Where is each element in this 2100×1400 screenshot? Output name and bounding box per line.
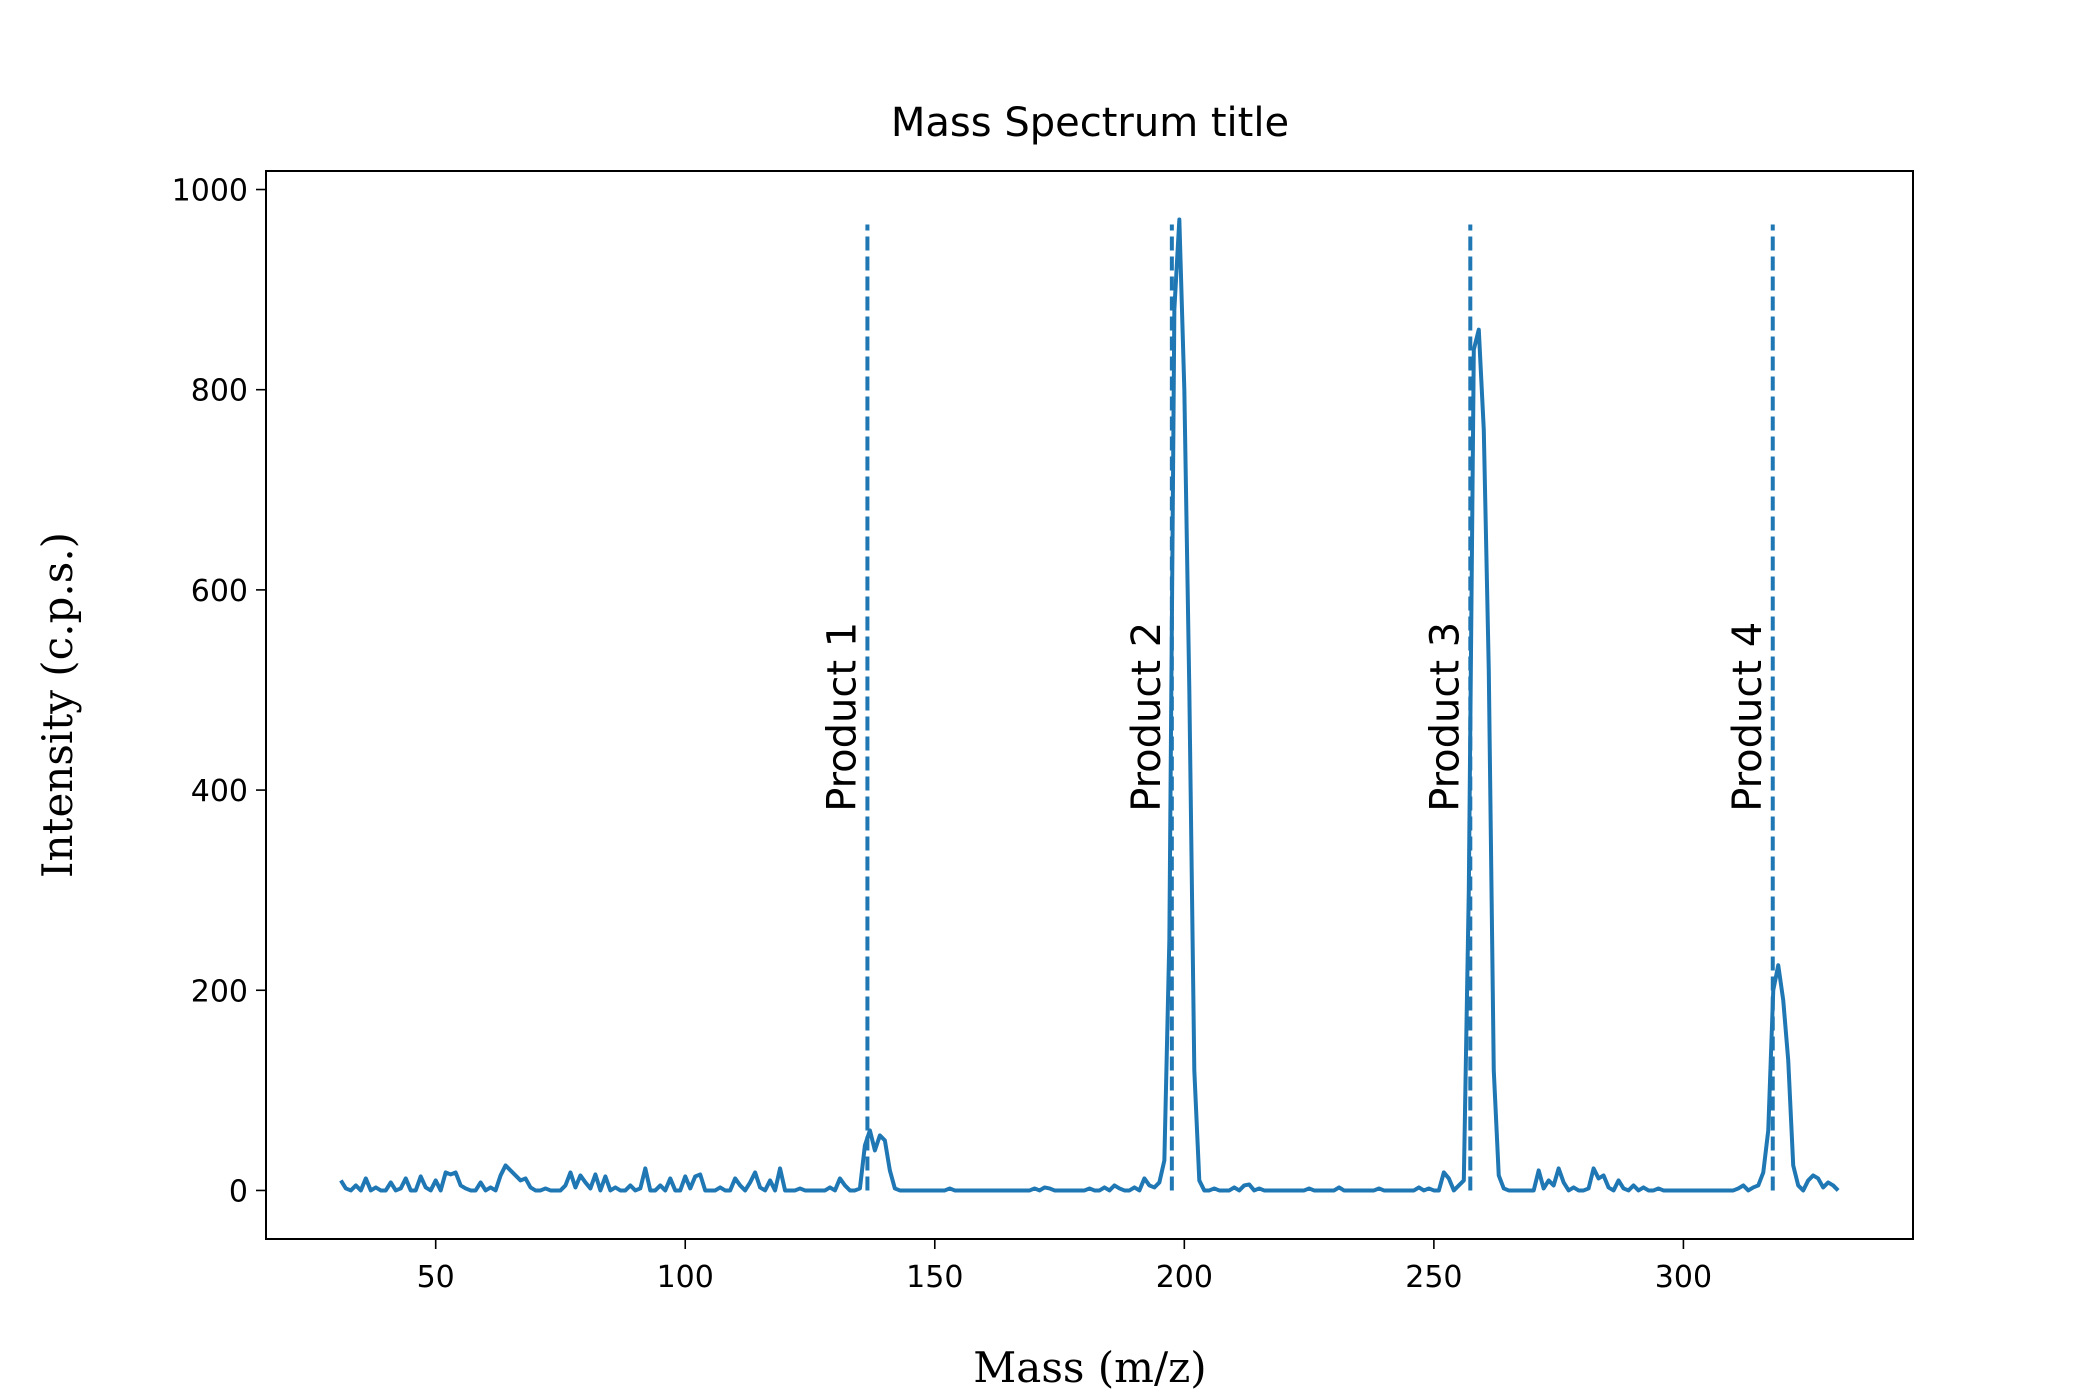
product-label: Product 4 [1725, 622, 1771, 812]
chart-title: Mass Spectrum title [891, 100, 1289, 146]
x-tick-label: 200 [1156, 1260, 1213, 1295]
product-label: Product 3 [1422, 622, 1468, 812]
y-tick-label: 1000 [172, 174, 248, 209]
x-tick-label: 100 [657, 1260, 714, 1295]
x-tick-label: 50 [417, 1260, 455, 1295]
y-tick-label: 800 [191, 374, 248, 409]
plot-frame [265, 170, 1914, 1240]
spectrum-line [339, 217, 1840, 1193]
y-axis-label: Intensity (c.p.s.) [33, 532, 82, 878]
y-tick-label: 400 [191, 774, 248, 809]
x-tick-label: 150 [906, 1260, 963, 1295]
y-tick-label: 0 [229, 1174, 248, 1209]
x-tick-label: 250 [1405, 1260, 1462, 1295]
y-tick-label: 200 [191, 974, 248, 1009]
product-label: Product 2 [1124, 622, 1170, 812]
product-label: Product 1 [819, 622, 865, 812]
x-axis-label: Mass (m/z) [973, 1343, 1206, 1392]
x-tick-label: 300 [1655, 1260, 1712, 1295]
y-tick-label: 600 [191, 574, 248, 609]
